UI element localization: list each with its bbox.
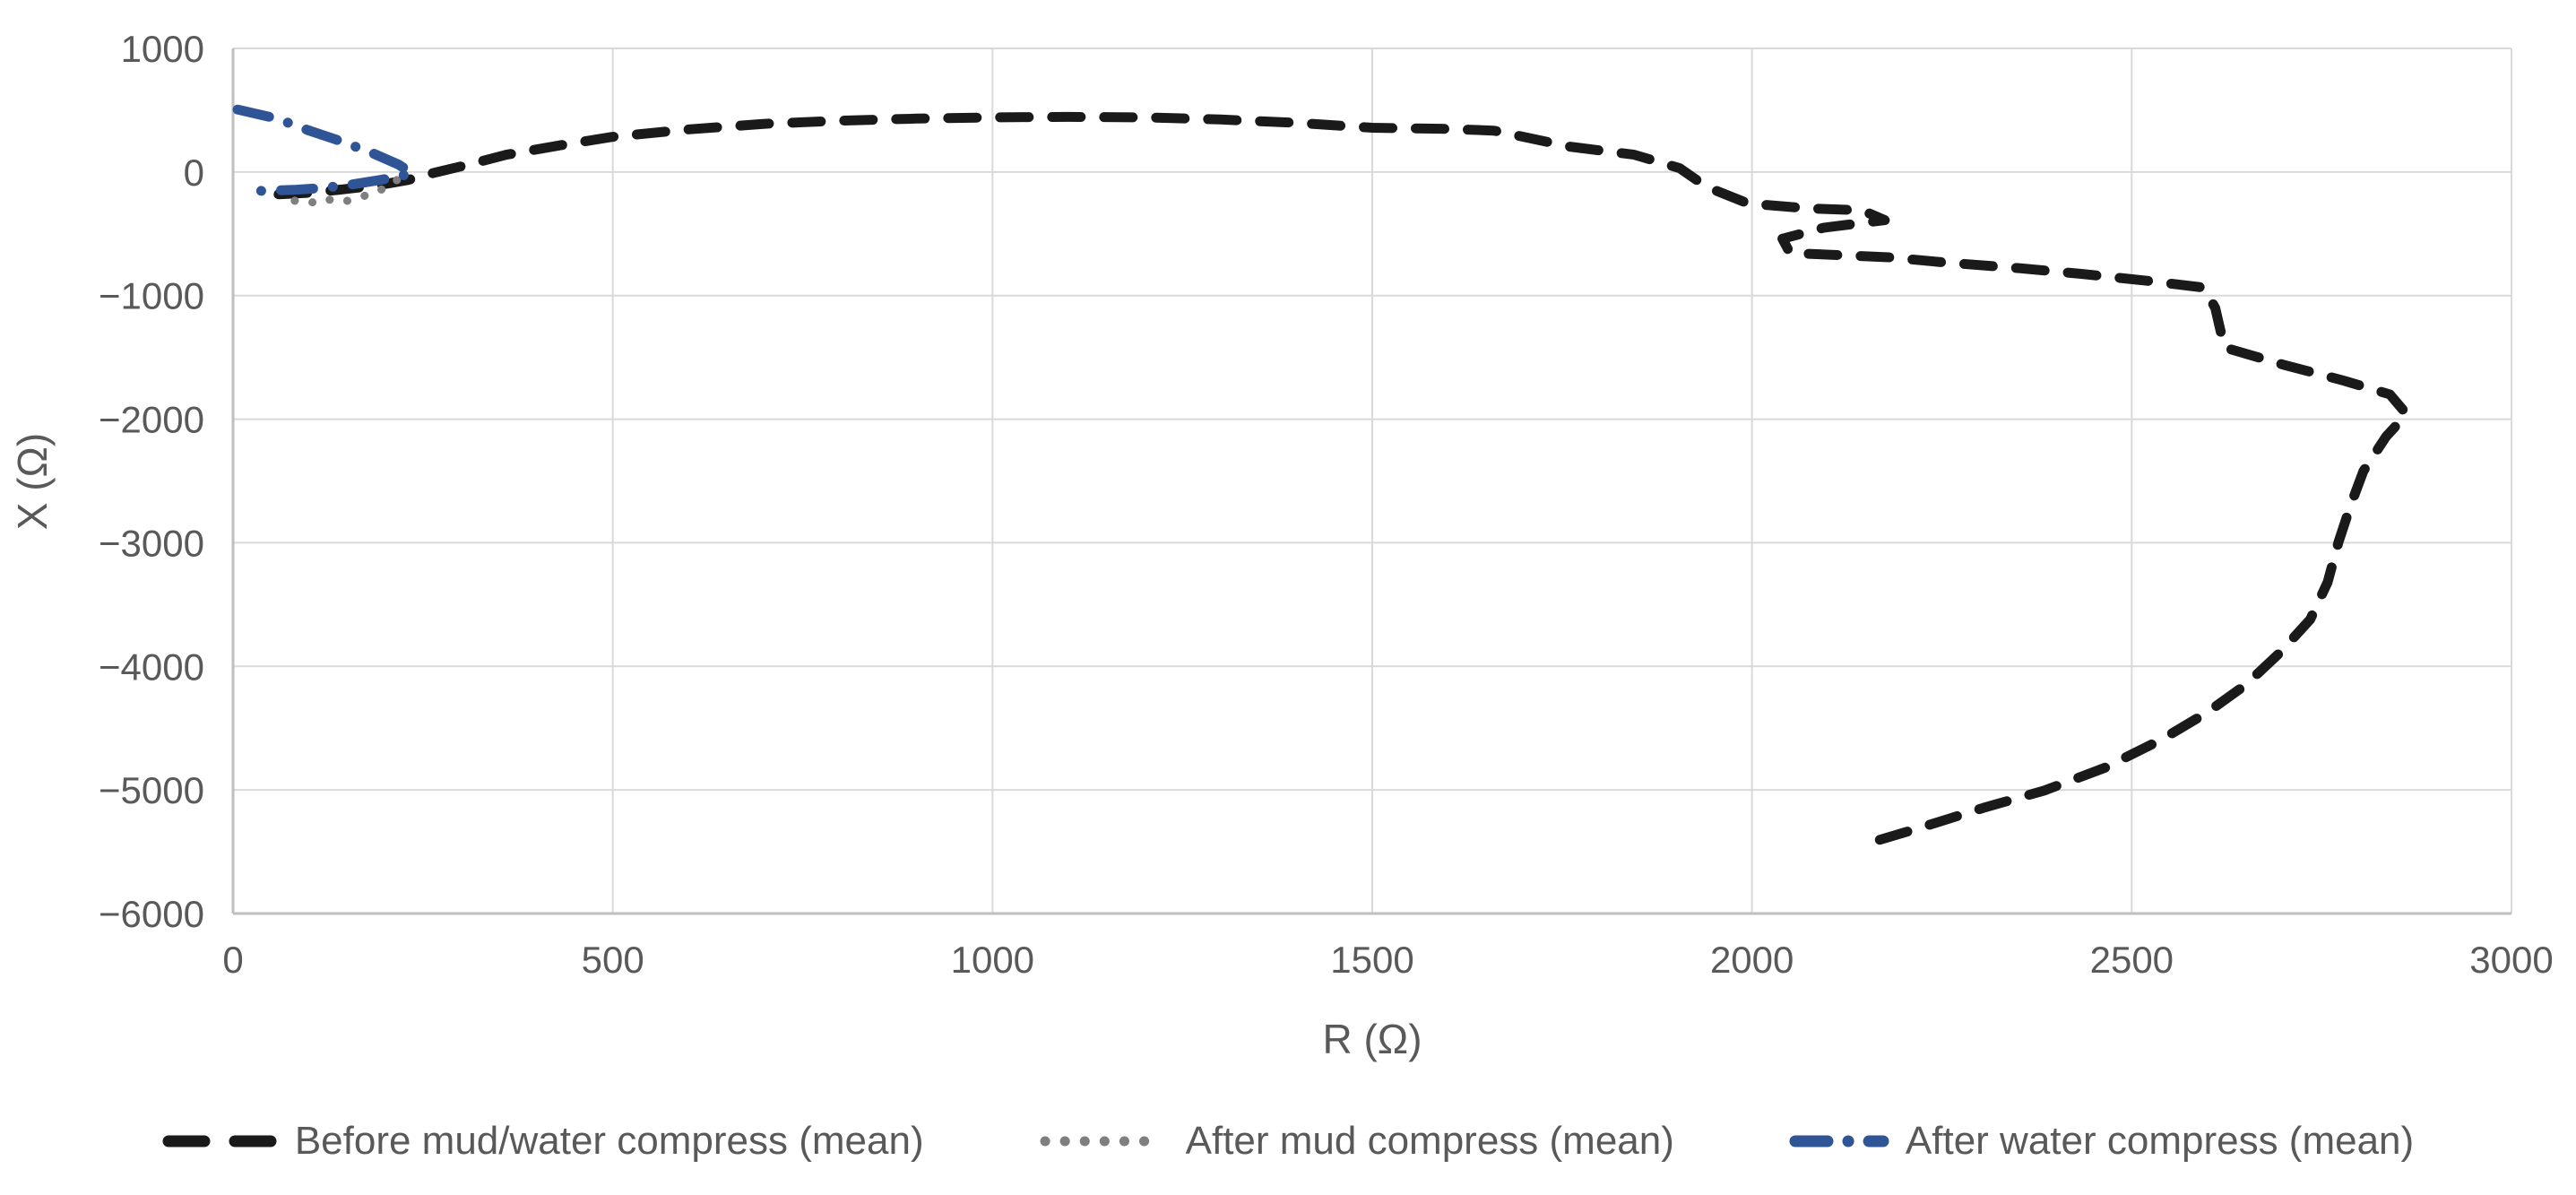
x-tick-label: 3000 bbox=[2469, 939, 2553, 981]
x-tick-label: 2000 bbox=[1710, 939, 1794, 981]
y-tick-label: −2000 bbox=[99, 399, 204, 441]
legend-swatch-after-mud-compress bbox=[1040, 1136, 1169, 1147]
x-tick-label: 1000 bbox=[951, 939, 1034, 981]
gridlines bbox=[233, 48, 2512, 914]
y-tick-label: −1000 bbox=[99, 275, 204, 317]
y-tick-label: 0 bbox=[184, 152, 204, 194]
x-axis-title: R (Ω) bbox=[1322, 1016, 1422, 1062]
legend: Before mud/water compress (mean) After mu… bbox=[0, 1119, 2576, 1164]
y-tick-label: −5000 bbox=[99, 769, 204, 811]
y-tick-label: −3000 bbox=[99, 522, 204, 564]
series-after-water-compress bbox=[232, 104, 418, 196]
y-tick-label: −4000 bbox=[99, 645, 204, 688]
plot-area: 0 500 1000 1500 2000 2500 3000 1000 0 −1000 −2000 −… bbox=[9, 28, 2554, 1062]
x-tick-label: 1500 bbox=[1330, 939, 1413, 981]
y-tick-label: 1000 bbox=[121, 28, 204, 70]
tick-labels: 0 500 1000 1500 2000 2500 3000 1000 0 −1000 −2000 −… bbox=[99, 28, 2554, 981]
legend-item-before-mud-water-compress: Before mud/water compress (mean) bbox=[162, 1119, 924, 1164]
x-tick-label: 2500 bbox=[2090, 939, 2174, 981]
series-before-mud-water-compress bbox=[273, 111, 2412, 852]
series-after-mud-compress bbox=[276, 169, 414, 208]
x-tick-label: 0 bbox=[222, 939, 243, 981]
legend-swatch-before-mud-water-compress bbox=[162, 1135, 279, 1147]
legend-label: After mud compress (mean) bbox=[1185, 1119, 1674, 1163]
axes bbox=[231, 48, 2511, 915]
y-tick-label: −6000 bbox=[99, 893, 204, 935]
y-axis-title: X (Ω) bbox=[9, 433, 56, 531]
legend-label: Before mud/water compress (mean) bbox=[294, 1119, 924, 1163]
x-tick-label: 500 bbox=[582, 939, 644, 981]
legend-item-after-water-compress: After water compress (mean) bbox=[1789, 1119, 2414, 1164]
series-group bbox=[232, 104, 2412, 852]
legend-swatch-after-water-compress bbox=[1789, 1135, 1889, 1147]
legend-label: After water compress (mean) bbox=[1905, 1119, 2415, 1163]
legend-item-after-mud-compress: After mud compress (mean) bbox=[1039, 1119, 1674, 1164]
